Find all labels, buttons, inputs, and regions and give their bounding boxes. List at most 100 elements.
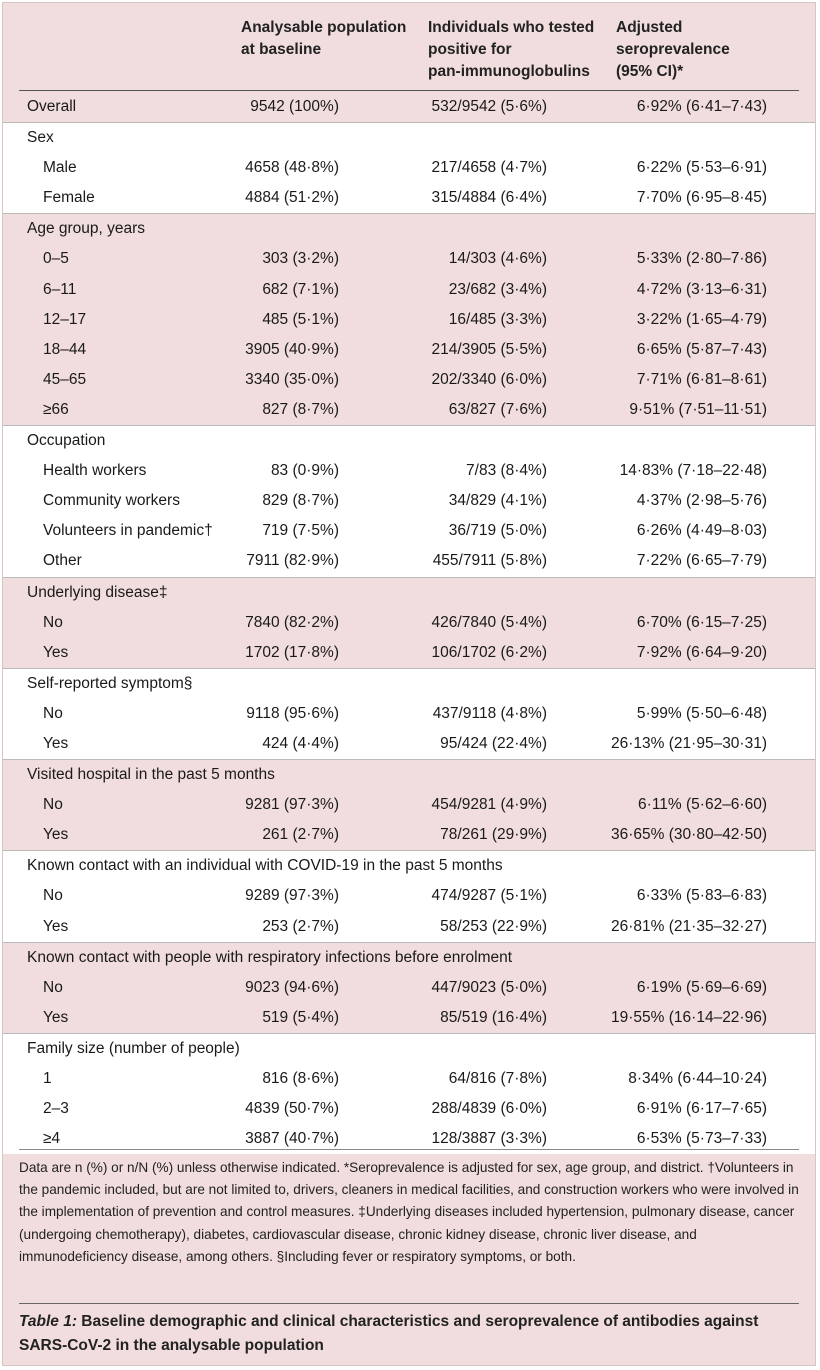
- tested-positive-cell: 128/3887 (3·3%): [431, 1130, 547, 1148]
- seroprevalence-cell: 19·55% (16·14–22·96): [611, 1008, 767, 1026]
- seroprevalence-cell: 6·19% (5·69–6·69): [636, 978, 767, 996]
- tested-positive-cell: 63/827 (7·6%): [448, 400, 547, 418]
- table-group-row: Age group, years: [3, 213, 815, 244]
- row-label: Male: [43, 159, 77, 177]
- table-row: 1 816 (8·6%) 64/816 (7·8%) 8·34% (6·44–10·2…: [3, 1064, 815, 1095]
- seroprevalence-cell: 4·72% (3·13–6·31): [636, 280, 767, 298]
- row-label: Yes: [43, 734, 69, 752]
- analysable-population-cell: 4658 (48·8%): [245, 159, 339, 177]
- table-group-row: Family size (number of people): [3, 1032, 815, 1064]
- tested-positive-cell: 58/253 (22·9%): [440, 917, 547, 935]
- table-row: Yes 261 (2·7%) 78/261 (29·9%) 36·65% (30·80…: [3, 820, 815, 850]
- row-label: No: [43, 887, 63, 905]
- tested-positive-cell: 532/9542 (5·6%): [431, 98, 547, 115]
- analysable-population-cell: 7911 (82·9%): [246, 552, 339, 570]
- seroprevalence-cell: 5·99% (5·50–6·48): [636, 704, 767, 722]
- table-row: Yes 519 (5·4%) 85/519 (16·4%) 19·55% (16·14…: [3, 1003, 815, 1033]
- table-group-row: Known contact with an individual with CO…: [3, 850, 815, 882]
- tested-positive-cell: 64/816 (7·8%): [448, 1070, 547, 1087]
- table-footnote: Data are n (%) or n/N (%) unless otherwi…: [19, 1160, 799, 1264]
- table-row: Yes 253 (2·7%) 58/253 (22·9%) 26·81% (21·35…: [3, 911, 815, 942]
- table-row: Overall 9542 (100%) 532/9542 (5·6%) 6·92% (…: [3, 92, 815, 122]
- seroprevalence-cell: 6·26% (4·49–8·03): [636, 522, 767, 540]
- row-label: Community workers: [43, 492, 180, 510]
- group-label: Sex: [27, 129, 54, 147]
- tested-positive-cell: 23/682 (3·4%): [448, 280, 547, 298]
- table-group-row: Underlying disease‡: [3, 576, 815, 608]
- group-label: Known contact with people with respirato…: [27, 948, 513, 966]
- analysable-population-cell: 829 (8·7%): [262, 492, 339, 510]
- table-row: Community workers 829 (8·7%) 34/829 (4·1%)…: [3, 486, 815, 517]
- row-label: Other: [43, 552, 82, 570]
- tested-positive-cell: 36/719 (5·0%): [448, 522, 547, 540]
- table-row: Other 7911 (82·9%) 455/7911 (5·8%) 7·22% (6…: [3, 546, 815, 577]
- analysable-population-cell: 253 (2·7%): [262, 917, 339, 935]
- group-label: Family size (number of people): [27, 1039, 240, 1057]
- analysable-population-cell: 9289 (97·3%): [245, 887, 339, 905]
- table-group-row: Sex: [3, 122, 815, 154]
- row-label: ≥66: [43, 400, 69, 418]
- tested-positive-cell: 447/9023 (5·0%): [431, 978, 547, 996]
- row-label: Overall: [27, 98, 77, 115]
- analysable-population-cell: 9118 (95·6%): [246, 704, 339, 722]
- tested-positive-cell: 95/424 (22·4%): [440, 734, 547, 752]
- row-label: 0–5: [43, 250, 69, 268]
- seroprevalence-cell: 6·53% (5·73–7·33): [636, 1130, 767, 1148]
- analysable-population-cell: 4839 (50·7%): [245, 1100, 339, 1118]
- row-label: Yes: [43, 917, 69, 935]
- table-row: No 9289 (97·3%) 474/9287 (5·1%) 6·33% (5·83…: [3, 881, 815, 912]
- table-row: Volunteers in pandemic† 719 (7·5%) 36/719 …: [3, 516, 815, 547]
- table-caption: Table 1: Baseline demographic and clinic…: [19, 1310, 799, 1358]
- group-label: Self-reported symptom§: [27, 674, 193, 692]
- row-label: Volunteers in pandemic†: [43, 522, 213, 540]
- group-label: Occupation: [27, 432, 106, 450]
- caption-text: Baseline demographic and clinical charac…: [19, 1313, 759, 1354]
- row-label: 1: [43, 1070, 52, 1087]
- seroprevalence-cell: 7·22% (6·65–7·79): [636, 552, 767, 570]
- table-row: ≥66 827 (8·7%) 63/827 (7·6%) 9·51% (7·51–11…: [3, 395, 815, 425]
- analysable-population-cell: 3905 (40·9%): [245, 340, 339, 358]
- tested-positive-cell: 454/9281 (4·9%): [431, 796, 547, 814]
- seroprevalence-cell: 5·33% (2·80–7·86): [636, 250, 767, 268]
- analysable-population-cell: 424 (4·4%): [262, 734, 339, 752]
- row-label: 18–44: [43, 340, 87, 358]
- tested-positive-cell: 7/83 (8·4%): [466, 462, 547, 480]
- analysable-population-cell: 4884 (51·2%): [245, 189, 339, 207]
- seroprevalence-cell: 36·65% (30·80–42·50): [611, 826, 767, 844]
- tested-positive-cell: 455/7911 (5·8%): [432, 552, 547, 570]
- tested-positive-cell: 426/7840 (5·4%): [431, 613, 547, 631]
- analysable-population-cell: 303 (3·2%): [262, 250, 339, 268]
- group-label: Known contact with an individual with CO…: [27, 857, 503, 875]
- table-header: Analysable population at baseline Indivi…: [3, 3, 815, 91]
- row-label: No: [43, 978, 63, 996]
- header-tested-positive: Individuals who tested positive for pan-…: [428, 19, 595, 80]
- row-label: 12–17: [43, 310, 87, 328]
- table-row: 6–11 682 (7·1%) 23/682 (3·4%) 4·72% (3·13–6…: [3, 275, 815, 305]
- row-label: Health workers: [43, 462, 147, 480]
- table-row: Health workers 83 (0·9%) 7/83 (8·4%) 14·83%…: [3, 456, 815, 487]
- table-group-row: Known contact with people with respirato…: [3, 941, 815, 973]
- analysable-population-cell: 827 (8·7%): [262, 400, 339, 418]
- analysable-population-cell: 9281 (97·3%): [245, 796, 339, 814]
- header-analysable-population: Analysable population at baseline: [241, 19, 407, 58]
- caption-label: Table 1:: [19, 1313, 77, 1330]
- row-label: Female: [43, 189, 95, 207]
- analysable-population-cell: 485 (5·1%): [262, 310, 339, 328]
- seroprevalence-cell: 14·83% (7·18–22·48): [619, 462, 767, 480]
- analysable-population-cell: 519 (5·4%): [262, 1008, 339, 1026]
- tested-positive-cell: 34/829 (4·1%): [448, 492, 547, 510]
- seroprevalence-cell: 7·71% (6·81–8·61): [636, 370, 767, 388]
- analysable-population-cell: 7840 (82·2%): [245, 613, 339, 631]
- analysable-population-cell: 9542 (100%): [250, 98, 339, 115]
- analysable-population-cell: 816 (8·6%): [262, 1070, 339, 1087]
- analysable-population-cell: 719 (7·5%): [262, 522, 339, 540]
- table-bottom-rule: [19, 1149, 799, 1150]
- table-row: No 9023 (94·6%) 447/9023 (5·0%) 6·19% (5·69…: [3, 973, 815, 1003]
- tested-positive-cell: 214/3905 (5·5%): [431, 340, 547, 358]
- tested-positive-cell: 315/4884 (6·4%): [431, 189, 547, 207]
- seroprevalence-cell: 7·70% (6·95–8·45): [636, 189, 767, 207]
- tested-positive-cell: 217/4658 (4·7%): [431, 159, 547, 177]
- tested-positive-cell: 78/261 (29·9%): [440, 826, 547, 844]
- table-row: 0–5 303 (3·2%) 14/303 (4·6%) 5·33% (2·80–7·…: [3, 244, 815, 274]
